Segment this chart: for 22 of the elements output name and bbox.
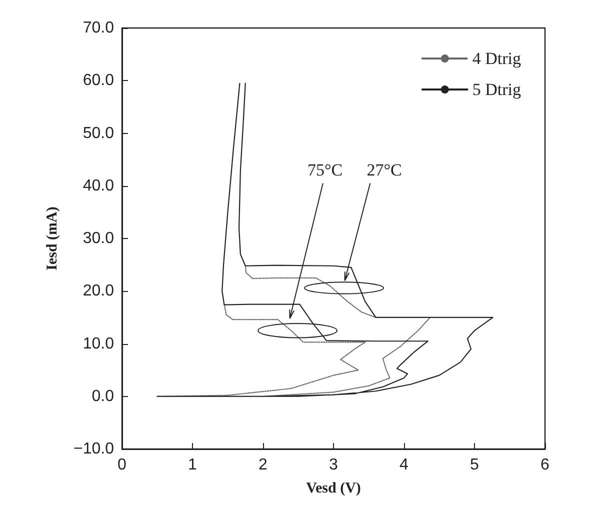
x-tick-label: 1 [188, 456, 198, 474]
y-tick-label: 30.0 [82, 230, 114, 247]
y-tick-label: 40.0 [82, 177, 114, 194]
legend-label: 5 Dtrig [472, 80, 522, 99]
x-tick-label: 6 [540, 456, 550, 474]
y-tick-label: −10.0 [74, 440, 114, 458]
y-tick-label: 0.0 [92, 388, 114, 405]
x-tick-label: 5 [470, 456, 480, 474]
y-tick-label: 60.0 [82, 72, 114, 90]
x-tick-label: 3 [329, 456, 338, 474]
legend-label: 4 Dtrig [472, 49, 522, 68]
y-tick-label: 20.0 [82, 282, 114, 300]
annotation: 75°C [307, 160, 343, 180]
y-tick-label: 70.0 [82, 20, 114, 36]
annotation: 27°C [366, 160, 402, 180]
x-tick-label: 0 [118, 456, 127, 474]
x-tick-label: 4 [400, 456, 409, 474]
y-axis-title: Iesd (mA) [44, 206, 60, 270]
x-tick-label: 2 [258, 456, 268, 474]
x-axis-title: Vesd (V) [306, 480, 361, 496]
y-tick-label: 50.0 [82, 124, 114, 142]
y-tick-label: 10.0 [82, 335, 114, 352]
